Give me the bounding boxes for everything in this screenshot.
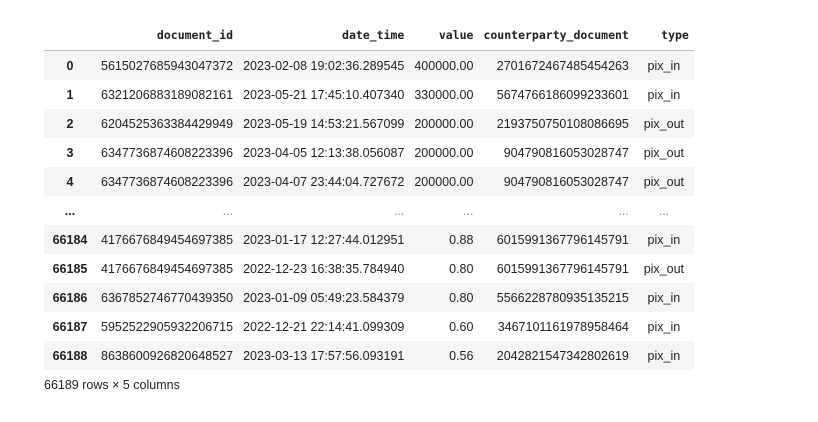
cell-date-time: 2023-01-09 05:49:23.584379: [243, 290, 405, 305]
table-row: 1 6321206883189082161 2023-05-21 17:45:1…: [44, 80, 694, 109]
cell-value: 400000.00: [414, 58, 474, 73]
cell-type: pix_out: [643, 116, 685, 131]
row-index: 66188: [52, 348, 88, 363]
cell-date-time: 2023-05-21 17:45:10.407340: [243, 87, 405, 102]
cell-document-id: 6347736874608223396: [101, 174, 234, 189]
cell-date-time: 2023-05-19 14:53:21.567099: [243, 116, 405, 131]
cell-date-time: 2022-12-23 16:38:35.784940: [243, 261, 405, 276]
dataframe-output: document_id date_time value counterparty…: [44, 20, 694, 392]
cell-type: pix_in: [647, 348, 681, 363]
row-index: 4: [66, 174, 74, 189]
cell-value: 0.88: [449, 232, 474, 247]
cell-date-time: 2023-02-08 19:02:36.289545: [243, 58, 405, 73]
cell-counterparty-document: 5674766186099233601: [496, 87, 629, 102]
cell-counterparty-document: 904790816053028747: [503, 145, 629, 160]
cell-type: pix_in: [647, 290, 681, 305]
column-header-type: type: [633, 20, 694, 51]
cell-type: pix_out: [643, 145, 685, 160]
cell-counterparty-document: 904790816053028747: [503, 174, 629, 189]
cell-document-id: 8638600926820648527: [101, 348, 234, 363]
table-shape-summary: 66189 rows × 5 columns: [44, 378, 180, 392]
cell-type: pix_in: [647, 58, 681, 73]
cell-type: pix_in: [647, 87, 681, 102]
cell-date-time: 2022-12-21 22:14:41.099309: [243, 319, 405, 334]
cell-document-id: 6367852746770439350: [101, 290, 234, 305]
cell-value: 0.56: [449, 348, 474, 363]
cell-counterparty-document: 5566228780935135215: [496, 290, 629, 305]
row-index: 66184: [52, 232, 88, 247]
cell-document-id: 6347736874608223396: [101, 145, 234, 160]
table-row: 0 5615027685943047372 2023-02-08 19:02:3…: [44, 50, 694, 80]
cell-value: 0.80: [449, 290, 474, 305]
cell-value: 200000.00: [414, 174, 474, 189]
cell-counterparty-document: ...: [618, 203, 629, 218]
cell-document-id: 4176676849454697385: [101, 261, 234, 276]
column-header-counterparty-document: counterparty_document: [478, 20, 634, 51]
cell-counterparty-document: 3467101161978958464: [497, 319, 629, 334]
cell-value: 330000.00: [414, 87, 474, 102]
row-index: 66185: [52, 261, 88, 276]
row-index: 66186: [52, 290, 88, 305]
row-index: 66187: [52, 319, 88, 334]
cell-counterparty-document: 6015991367796145791: [496, 232, 629, 247]
cell-document-id: 5615027685943047372: [101, 58, 234, 73]
cell-value: 0.80: [449, 261, 474, 276]
index-header: [44, 20, 96, 51]
table-row: 66186 6367852746770439350 2023-01-09 05:…: [44, 283, 694, 312]
column-header-value: value: [409, 20, 479, 51]
cell-date-time: 2023-04-07 23:44:04.727672: [243, 174, 405, 189]
row-index: 2: [66, 116, 74, 131]
row-index: ...: [64, 203, 76, 218]
dataframe-table: document_id date_time value counterparty…: [44, 20, 694, 370]
cell-document-id: ...: [222, 203, 234, 218]
cell-type: pix_in: [647, 232, 681, 247]
row-index: 3: [66, 145, 74, 160]
cell-document-id: 6204525363384429949: [101, 116, 234, 131]
cell-value: 0.60: [449, 319, 474, 334]
table-row: 4 6347736874608223396 2023-04-07 23:44:0…: [44, 167, 694, 196]
column-header-document-id: document_id: [96, 20, 239, 51]
cell-document-id: 4176676849454697385: [101, 232, 234, 247]
cell-counterparty-document: 2193750750108086695: [496, 116, 629, 131]
table-row: 3 6347736874608223396 2023-04-05 12:13:3…: [44, 138, 694, 167]
cell-date-time: ...: [393, 203, 405, 218]
cell-type: ...: [658, 203, 670, 218]
row-index: 0: [66, 58, 74, 73]
cell-value: ...: [463, 203, 474, 218]
cell-type: pix_out: [643, 261, 685, 276]
cell-document-id: 6321206883189082161: [101, 87, 234, 102]
table-row: 66187 5952522905932206715 2022-12-21 22:…: [44, 312, 694, 341]
table-row: 66188 8638600926820648527 2023-03-13 17:…: [44, 341, 694, 370]
column-header-date-time: date_time: [238, 20, 410, 51]
table-row: 2 6204525363384429949 2023-05-19 14:53:2…: [44, 109, 694, 138]
table-header-row: document_id date_time value counterparty…: [44, 20, 694, 51]
cell-type: pix_out: [643, 174, 685, 189]
cell-date-time: 2023-03-13 17:57:56.093191: [243, 348, 405, 363]
cell-date-time: 2023-04-05 12:13:38.056087: [243, 145, 405, 160]
table-row: 66184 4176676849454697385 2023-01-17 12:…: [44, 225, 694, 254]
ellipsis-row: ... ... ... ... ... ...: [44, 196, 694, 225]
cell-document-id: 5952522905932206715: [101, 319, 234, 334]
cell-value: 200000.00: [414, 145, 474, 160]
cell-counterparty-document: 6015991367796145791: [496, 261, 629, 276]
cell-counterparty-document: 2042821547342802619: [496, 348, 629, 363]
row-index: 1: [66, 87, 74, 102]
table-row: 66185 4176676849454697385 2022-12-23 16:…: [44, 254, 694, 283]
cell-counterparty-document: 2701672467485454263: [496, 58, 629, 73]
cell-value: 200000.00: [414, 116, 474, 131]
cell-date-time: 2023-01-17 12:27:44.012951: [243, 232, 405, 247]
cell-type: pix_in: [647, 319, 681, 334]
